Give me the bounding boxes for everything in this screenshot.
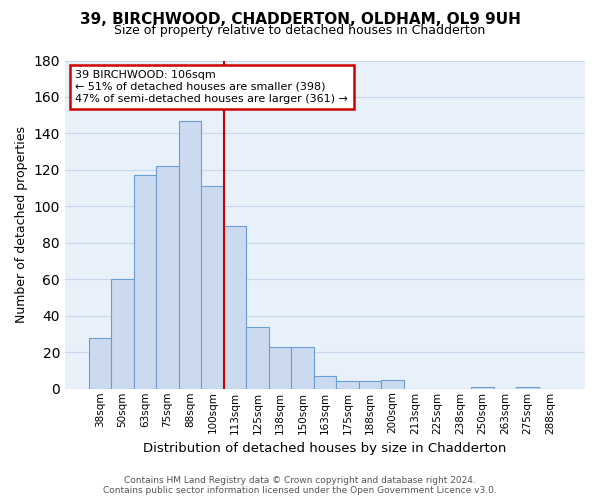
Bar [89, 338, 111, 389]
Bar [179, 120, 201, 389]
Bar [111, 280, 134, 389]
Bar [472, 387, 494, 389]
X-axis label: Distribution of detached houses by size in Chadderton: Distribution of detached houses by size … [143, 442, 506, 455]
Bar [314, 376, 336, 389]
Bar [224, 226, 246, 389]
Text: 39 BIRCHWOOD: 106sqm
← 51% of detached houses are smaller (398)
47% of semi-deta: 39 BIRCHWOOD: 106sqm ← 51% of detached h… [76, 70, 348, 104]
Bar [336, 382, 359, 389]
Bar [246, 327, 269, 389]
Bar [134, 176, 156, 389]
Bar [517, 387, 539, 389]
Bar [291, 347, 314, 389]
Bar [269, 347, 291, 389]
Bar [156, 166, 179, 389]
Bar [359, 382, 381, 389]
Text: 39, BIRCHWOOD, CHADDERTON, OLDHAM, OL9 9UH: 39, BIRCHWOOD, CHADDERTON, OLDHAM, OL9 9… [80, 12, 520, 28]
Text: Size of property relative to detached houses in Chadderton: Size of property relative to detached ho… [115, 24, 485, 37]
Y-axis label: Number of detached properties: Number of detached properties [15, 126, 28, 323]
Bar [201, 186, 224, 389]
Bar [381, 380, 404, 389]
Text: Contains HM Land Registry data © Crown copyright and database right 2024.
Contai: Contains HM Land Registry data © Crown c… [103, 476, 497, 495]
